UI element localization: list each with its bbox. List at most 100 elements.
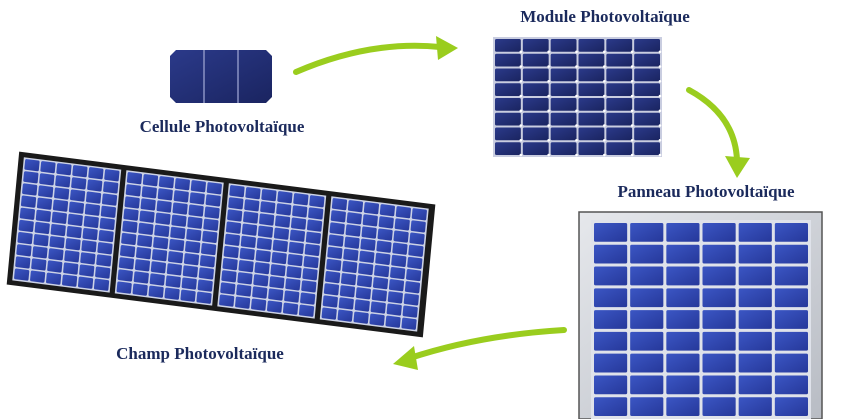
solar-cell <box>153 236 169 250</box>
solar-cell <box>267 300 283 313</box>
solar-cell <box>774 353 808 373</box>
solar-cell <box>386 303 402 316</box>
solar-cell <box>20 195 37 208</box>
solar-cell <box>253 274 269 287</box>
solar-cell <box>375 252 391 265</box>
solar-cell <box>606 142 633 155</box>
arrow <box>686 87 750 178</box>
solar-cell <box>738 331 772 351</box>
solar-cell <box>187 216 203 229</box>
solar-cell <box>630 288 664 308</box>
solar-cell <box>77 276 94 289</box>
solar-cell <box>331 198 348 211</box>
solar-cell <box>287 253 303 267</box>
cell-dot <box>603 79 606 83</box>
solar-cell <box>666 375 700 395</box>
solar-cell <box>634 53 660 67</box>
solar-cell <box>85 191 102 204</box>
solar-cell <box>158 176 175 189</box>
panel-label: Panneau Photovoltaïque <box>617 182 795 201</box>
solar-cell <box>522 112 549 126</box>
solar-cell <box>308 207 324 220</box>
solar-cell <box>353 311 369 324</box>
cell-dot <box>575 109 578 113</box>
solar-cell <box>606 83 633 96</box>
solar-cell <box>245 187 261 200</box>
solar-cell <box>225 221 242 234</box>
solar-cell <box>630 331 664 351</box>
solar-cell <box>630 353 664 373</box>
solar-cell <box>87 179 103 192</box>
solar-cell <box>302 268 318 281</box>
solar-cell <box>702 266 736 286</box>
solar-cell <box>387 291 403 304</box>
cell-dot <box>603 153 606 157</box>
solar-cell <box>634 142 660 155</box>
solar-cell <box>133 271 149 284</box>
solar-cell <box>117 269 133 282</box>
solar-cell <box>122 220 138 233</box>
solar-cell <box>666 244 700 264</box>
solar-cell <box>522 98 549 111</box>
solar-cell <box>228 197 244 210</box>
solar-cell <box>261 189 277 202</box>
cell-dot <box>519 94 523 98</box>
solar-cell <box>188 204 204 217</box>
solar-cell <box>522 142 549 155</box>
field-drawing <box>6 151 436 338</box>
solar-cell <box>180 289 196 302</box>
solar-cell <box>303 256 319 269</box>
solar-cell <box>185 240 201 254</box>
solar-cell <box>393 230 409 243</box>
solar-cell <box>522 53 549 67</box>
solar-cell <box>495 83 521 96</box>
solar-cell <box>204 206 220 219</box>
cell-dot <box>519 79 523 83</box>
solar-cell <box>550 127 577 141</box>
cell-dot <box>658 153 662 157</box>
solar-cell <box>96 254 112 267</box>
solar-cell <box>702 223 736 242</box>
solar-cell <box>301 280 317 293</box>
solar-cell <box>372 277 389 290</box>
solar-cell <box>376 240 392 253</box>
cell-dot <box>575 153 578 157</box>
solar-cell <box>394 218 410 231</box>
solar-cell <box>578 83 605 96</box>
solar-cell <box>292 205 308 218</box>
solar-cell <box>738 223 772 242</box>
cell-dot <box>575 138 578 142</box>
solar-cell <box>606 68 633 82</box>
cell-drawing <box>170 50 272 103</box>
solar-cell <box>338 297 354 310</box>
solar-cell <box>271 251 287 265</box>
cell-dot <box>603 138 606 142</box>
solar-cell <box>33 234 49 247</box>
arrow <box>293 36 458 75</box>
solar-cell <box>84 203 101 216</box>
solar-cell <box>774 375 808 395</box>
cell-dot <box>630 124 634 127</box>
solar-cell <box>140 198 156 211</box>
solar-cell <box>190 180 206 193</box>
solar-cell <box>325 271 341 284</box>
solar-cell <box>103 181 119 194</box>
solar-cell <box>71 177 87 190</box>
solar-cell <box>630 310 664 329</box>
solar-cell <box>98 230 114 243</box>
solar-cell <box>173 190 189 203</box>
solar-cell <box>305 231 321 244</box>
solar-cell <box>282 302 299 315</box>
solar-cell <box>606 127 633 141</box>
solar-cell <box>142 174 159 187</box>
solar-cell <box>702 310 736 329</box>
solar-cell <box>219 294 235 307</box>
cell-dot <box>547 50 550 54</box>
solar-cell <box>409 232 425 245</box>
solar-cell <box>55 175 71 188</box>
cell-dot <box>658 138 662 142</box>
solar-cell <box>284 290 300 303</box>
cell-dot <box>658 65 662 68</box>
solar-cell <box>151 249 168 262</box>
solar-cell <box>360 238 376 251</box>
